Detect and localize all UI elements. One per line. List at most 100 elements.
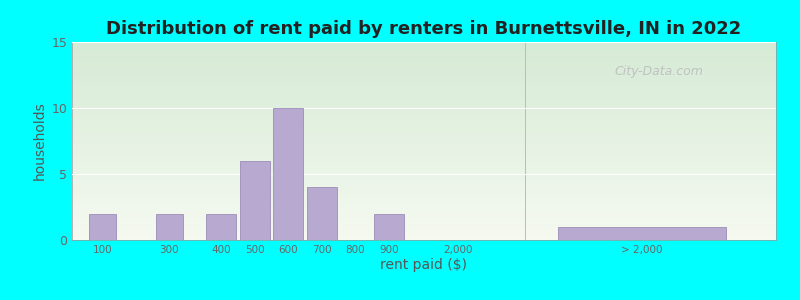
- Bar: [72, 49, 776, 50]
- Bar: [72, 121, 776, 122]
- Bar: [72, 92, 776, 94]
- Bar: [72, 71, 776, 72]
- Bar: [72, 82, 776, 84]
- Bar: [72, 166, 776, 167]
- Bar: [72, 129, 776, 130]
- Bar: [72, 56, 776, 57]
- Bar: [72, 80, 776, 81]
- Bar: [72, 146, 776, 147]
- Bar: [72, 57, 776, 58]
- Bar: [72, 157, 776, 158]
- Bar: [72, 42, 776, 43]
- Bar: [72, 233, 776, 234]
- Bar: [72, 85, 776, 86]
- Bar: [72, 53, 776, 54]
- Bar: [72, 235, 776, 236]
- Bar: [72, 212, 776, 213]
- Bar: [72, 141, 776, 142]
- Bar: [72, 169, 776, 170]
- Bar: [240, 161, 270, 240]
- Bar: [72, 127, 776, 128]
- Bar: [374, 214, 404, 240]
- Bar: [72, 126, 776, 127]
- Bar: [72, 216, 776, 217]
- Bar: [72, 115, 776, 116]
- Bar: [72, 125, 776, 126]
- Bar: [72, 89, 776, 91]
- Bar: [72, 136, 776, 137]
- Bar: [72, 202, 776, 203]
- Bar: [72, 198, 776, 200]
- Bar: [72, 187, 776, 188]
- Title: Distribution of rent paid by renters in Burnettsville, IN in 2022: Distribution of rent paid by renters in …: [106, 20, 742, 38]
- Bar: [72, 234, 776, 235]
- Bar: [72, 188, 776, 190]
- Bar: [72, 159, 776, 160]
- Bar: [72, 48, 776, 49]
- Bar: [72, 98, 776, 99]
- Bar: [72, 181, 776, 182]
- Bar: [72, 110, 776, 111]
- Bar: [72, 124, 776, 125]
- Bar: [72, 130, 776, 131]
- Bar: [72, 131, 776, 132]
- Bar: [72, 155, 776, 156]
- Bar: [72, 73, 776, 74]
- Bar: [72, 64, 776, 65]
- Bar: [72, 111, 776, 112]
- Bar: [72, 104, 776, 105]
- Bar: [72, 231, 776, 232]
- Bar: [72, 201, 776, 202]
- Bar: [72, 119, 776, 120]
- Bar: [558, 227, 726, 240]
- Bar: [72, 213, 776, 214]
- Bar: [72, 94, 776, 95]
- Bar: [72, 86, 776, 88]
- Bar: [156, 214, 182, 240]
- Bar: [72, 227, 776, 228]
- Bar: [72, 203, 776, 204]
- Text: City-Data.com: City-Data.com: [614, 65, 703, 78]
- Bar: [72, 143, 776, 144]
- Bar: [72, 226, 776, 227]
- Bar: [72, 132, 776, 133]
- Bar: [72, 44, 776, 45]
- Y-axis label: households: households: [33, 102, 47, 180]
- Bar: [72, 165, 776, 166]
- Bar: [72, 140, 776, 141]
- Bar: [72, 59, 776, 60]
- Bar: [72, 162, 776, 163]
- Bar: [72, 161, 776, 162]
- Bar: [72, 190, 776, 191]
- Bar: [72, 175, 776, 176]
- X-axis label: rent paid ($): rent paid ($): [381, 258, 467, 272]
- Bar: [72, 95, 776, 96]
- Bar: [72, 214, 776, 215]
- Bar: [72, 101, 776, 102]
- Bar: [72, 81, 776, 82]
- Bar: [206, 214, 236, 240]
- Bar: [72, 177, 776, 178]
- Bar: [72, 58, 776, 59]
- Bar: [72, 79, 776, 80]
- Bar: [72, 68, 776, 69]
- Bar: [72, 171, 776, 172]
- Bar: [72, 74, 776, 75]
- Bar: [72, 154, 776, 155]
- Bar: [72, 62, 776, 63]
- Bar: [72, 217, 776, 218]
- Bar: [72, 138, 776, 139]
- Bar: [72, 200, 776, 201]
- Bar: [72, 85, 776, 86]
- Bar: [72, 221, 776, 222]
- Bar: [72, 128, 776, 129]
- Bar: [72, 238, 776, 239]
- Bar: [72, 215, 776, 216]
- Bar: [72, 204, 776, 205]
- Bar: [72, 184, 776, 185]
- Bar: [72, 185, 776, 187]
- Bar: [72, 65, 776, 66]
- Bar: [72, 75, 776, 76]
- Bar: [72, 197, 776, 198]
- Bar: [72, 218, 776, 219]
